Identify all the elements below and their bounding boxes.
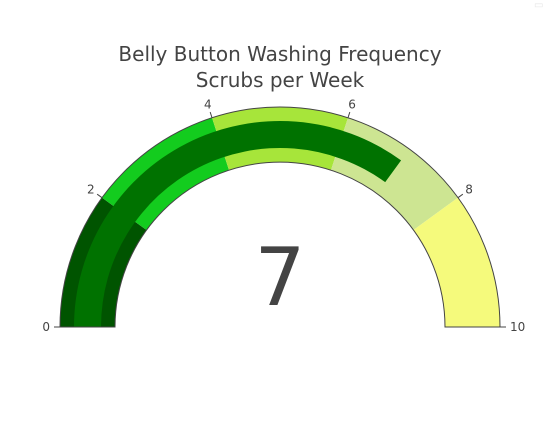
gauge-tick-mark-2: [209, 111, 213, 118]
gauge-tick-label-4: 8: [465, 182, 473, 196]
modebar-icon[interactable]: ▭: [534, 0, 544, 11]
gauge-bar-layer: [74, 121, 402, 327]
chart-title-line-1: Belly Button Washing Frequency: [118, 42, 442, 66]
gauge-outline: [59, 106, 501, 328]
gauge-tick-label-3: 6: [348, 97, 356, 111]
gauge-ticks: 0 2 4 6 8 10: [42, 97, 525, 334]
gauge-tick-mark-4: [457, 193, 464, 199]
gauge-tick-mark-1: [96, 193, 103, 199]
chart-title-line-2: Scrubs per Week: [195, 68, 365, 92]
gauge-tick-label-0: 0: [42, 320, 50, 334]
gauge-step-4: [413, 197, 500, 327]
gauge-border: [59, 106, 501, 328]
gauge-tick-label-1: 2: [87, 182, 95, 196]
gauge-tick-label-5: 10: [510, 320, 525, 334]
gauge-value-bar: [74, 121, 402, 327]
gauge-tick-mark-3: [347, 111, 351, 118]
gauge-tick-label-2: 4: [204, 97, 212, 111]
gauge-value: 7: [254, 231, 306, 324]
